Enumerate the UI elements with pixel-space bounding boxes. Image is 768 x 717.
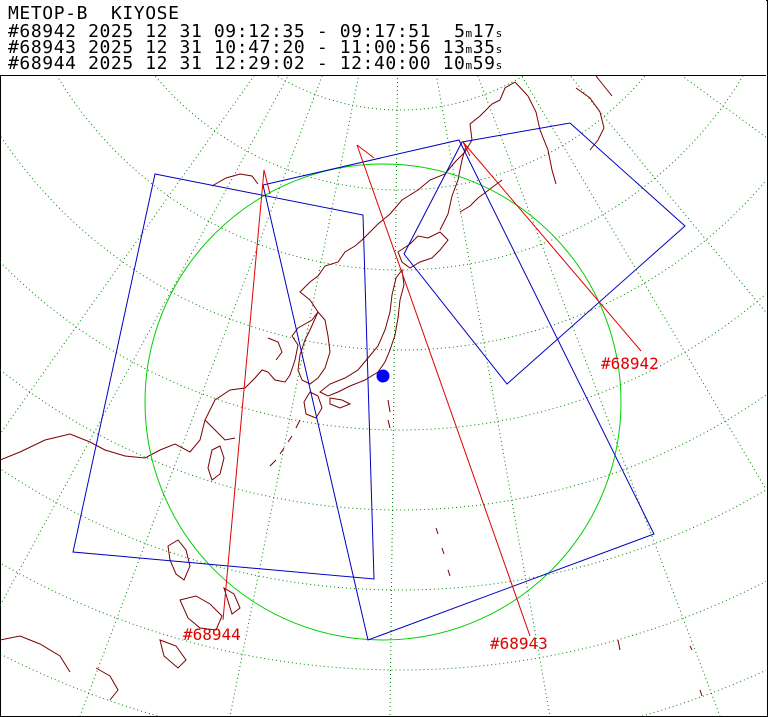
pass-line: #68942 2025 12 31 09:12:35 - 09:17:51 5m… [8, 21, 503, 42]
track-68943 [356, 144, 531, 637]
track-68942-tick [462, 141, 471, 157]
pass-map: #68942 #68943 #68944 [0, 76, 766, 716]
track-68944 [222, 169, 265, 621]
swath-footprints [72, 122, 686, 641]
graticule [0, 76, 766, 716]
coastlines [0, 76, 703, 701]
pass-label-68942: #68942 [601, 354, 659, 373]
swath-68944 [72, 173, 375, 580]
pass-label-68943: #68943 [490, 634, 548, 653]
header-title-line: METOP-B KIYOSE [8, 3, 180, 24]
pass-line: #68943 2025 12 31 10:47:20 - 11:00:56 13… [8, 37, 503, 58]
pass-line: #68944 2025 12 31 12:29:02 - 12:40:00 10… [8, 53, 503, 74]
swath-68943 [262, 139, 655, 641]
station-dot [376, 369, 390, 383]
ground-tracks [222, 141, 642, 637]
reception-range-circle [144, 163, 622, 641]
swath-68942 [403, 122, 686, 385]
track-68944-tick [263, 169, 271, 195]
satellite-name: METOP-B [8, 3, 89, 24]
pass-label-68944: #68944 [183, 625, 241, 644]
pass-header: METOP-B KIYOSE #68942 2025 12 31 09:12:3… [0, 0, 766, 76]
track-68943-tick [356, 144, 375, 159]
track-68942 [462, 141, 642, 352]
station-name: KIYOSE [110, 3, 180, 24]
